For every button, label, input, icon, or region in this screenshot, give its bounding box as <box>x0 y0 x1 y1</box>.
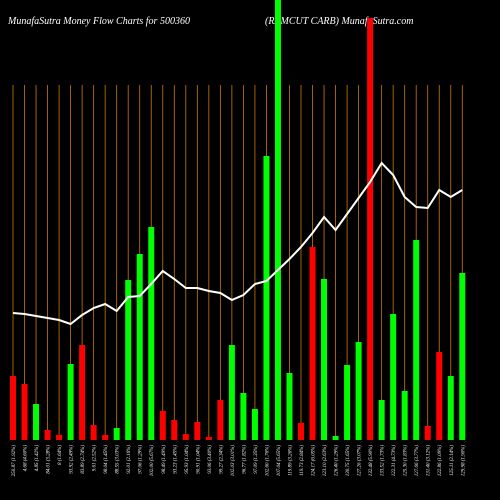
x-tick-label: 131.40 (3.12%) <box>427 445 432 477</box>
x-tick-label: 83.89 (2.74%) <box>81 445 86 474</box>
chart-subtitle: (RAMCUT CARB) MunafaSutra.com <box>265 16 413 27</box>
x-tick-label: 127.26 (3.07%) <box>358 445 363 477</box>
bar <box>113 428 120 440</box>
x-tick-label: 250.87 (1.92%) <box>12 445 17 477</box>
x-tick-label: 132.48 (5.90%) <box>369 445 374 477</box>
x-tick-label: 97.09 (1.35%) <box>254 445 259 474</box>
bar <box>332 436 339 440</box>
x-tick-label: 130.75 (1.65%) <box>346 445 351 477</box>
x-tick-label: 129.98 (1.90%) <box>461 445 466 477</box>
bar <box>228 345 235 440</box>
x-tick-label: 98.49 (1.49%) <box>162 445 167 474</box>
bar <box>459 273 466 440</box>
x-tick-label: 133.52 (1.73%) <box>381 445 386 477</box>
x-tick-label: 102.60 (1.76%) <box>265 445 270 477</box>
x-tick-label: 126.40 (1.29%) <box>335 445 340 477</box>
bar <box>90 425 97 440</box>
x-tick-label: 127.66 (3.77%) <box>415 445 420 477</box>
x-tick-label: 4.85 (1.42%) <box>35 445 40 472</box>
x-tick-label: 99.27 (2.34%) <box>219 445 224 474</box>
bar <box>263 156 270 440</box>
x-tick-label: 102.03 (3.01%) <box>231 445 236 477</box>
x-tick-label: 125.30 (1.83%) <box>404 445 409 477</box>
bar <box>79 345 86 440</box>
bar <box>424 426 431 440</box>
bar <box>447 376 454 440</box>
bar <box>344 365 351 440</box>
bar <box>378 400 385 440</box>
money-flow-line <box>12 161 463 326</box>
bar <box>251 409 258 440</box>
bar <box>171 420 178 440</box>
x-tick-label: 97.06 (1.29%) <box>139 445 144 474</box>
bar <box>136 254 143 440</box>
bar <box>44 430 51 440</box>
x-tick-label: 4.68 (4.60%) <box>24 445 29 472</box>
x-tick-label: 96.77 (1.82%) <box>242 445 247 474</box>
x-tick-label: 93.06 (3.40%) <box>208 445 213 474</box>
x-tick-label: 122.86 (1.09%) <box>438 445 443 477</box>
x-tick-label: 88.55 (3.03%) <box>116 445 121 474</box>
bar <box>286 373 293 440</box>
x-tick-label: 102.00 (5.67%) <box>150 445 155 477</box>
bar <box>367 18 374 440</box>
bar <box>33 404 40 440</box>
x-tick-label: 92.01 (2.16%) <box>127 445 132 474</box>
x-tick-label: 107.04 (5.65%) <box>277 445 282 477</box>
bar <box>21 384 28 440</box>
bar <box>67 364 74 440</box>
bar <box>355 342 362 440</box>
x-tick-label: 119.89 (3.26%) <box>288 445 293 476</box>
bar <box>148 227 155 440</box>
bar <box>102 435 109 440</box>
bar <box>436 352 443 440</box>
x-tick-label: 98.04 (1.45%) <box>104 445 109 474</box>
x-tick-label: 8 (1.64%) <box>58 445 63 465</box>
bar <box>413 240 420 440</box>
x-tick-label: 125.11 (2.14%) <box>450 445 455 476</box>
x-tick-label: 9.61 (2.52%) <box>93 445 98 472</box>
chart-title: MunafaSutra Money Flow Charts for 500360 <box>7 16 190 27</box>
bar <box>56 435 63 440</box>
x-tick-label: 90.91 (1.04%) <box>196 445 201 474</box>
bar <box>159 411 166 440</box>
bar <box>274 0 281 440</box>
bar <box>240 393 247 440</box>
bar <box>309 247 316 440</box>
bar <box>125 280 132 440</box>
x-tick-label: 122.31 (4.73%) <box>392 445 397 477</box>
x-tick-label: 93.92 (2.49%) <box>70 445 75 474</box>
x-tick-label: 93.23 (1.45%) <box>173 445 178 474</box>
x-tick-label: 123.10 (2.63%) <box>323 445 328 477</box>
bar <box>390 314 397 440</box>
bar <box>182 434 189 440</box>
x-tick-label: 119.73 (2.84%) <box>300 445 305 476</box>
bar <box>194 422 201 440</box>
bar <box>10 376 16 440</box>
x-tick-label: 95.93 (1.04%) <box>185 445 190 474</box>
bar <box>321 279 328 440</box>
bar <box>401 391 408 440</box>
x-tick-label: 124.17 (6.05%) <box>312 445 317 477</box>
x-tick-label: 84.01 (3.28%) <box>47 445 52 474</box>
bar <box>205 437 212 440</box>
bar <box>217 400 224 440</box>
bar <box>298 423 304 440</box>
